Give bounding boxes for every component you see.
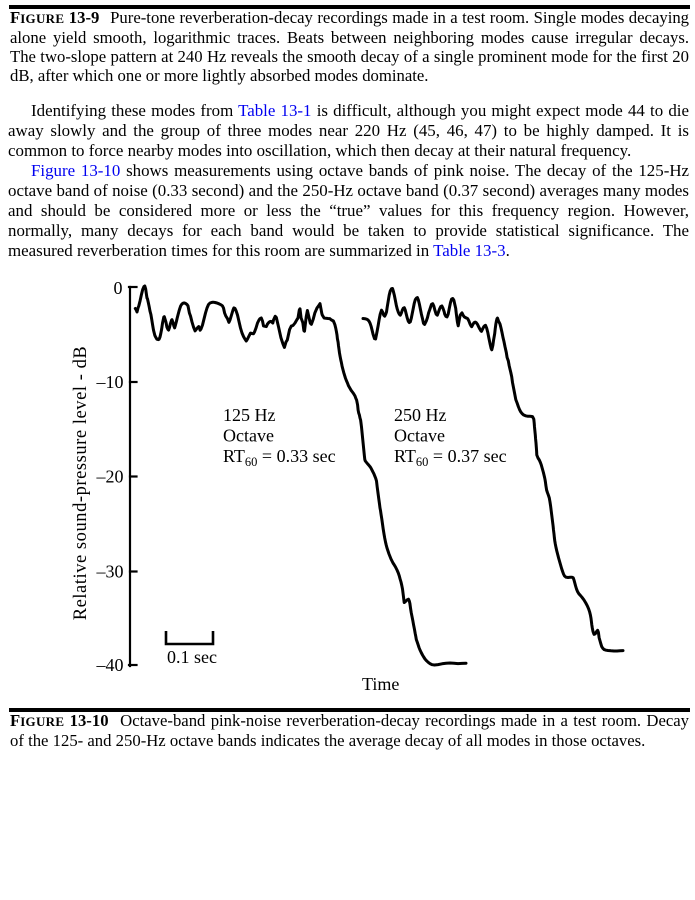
svg-text:RT60 = 0.33 sec: RT60 = 0.33 sec <box>223 446 336 469</box>
svg-text:RT60 = 0.37 sec: RT60 = 0.37 sec <box>394 446 507 469</box>
svg-text:–30: –30 <box>96 562 124 582</box>
svg-text:Relative sound-pressure level: Relative sound-pressure level - dB <box>71 346 91 621</box>
svg-text:–40: –40 <box>96 655 124 675</box>
svg-text:Time: Time <box>362 674 399 694</box>
svg-text:Octave: Octave <box>223 426 274 446</box>
svg-text:–20: –20 <box>96 467 124 487</box>
svg-text:0.1 sec: 0.1 sec <box>167 647 217 667</box>
svg-text:–10: –10 <box>96 372 124 392</box>
svg-text:Octave: Octave <box>394 426 445 446</box>
svg-text:125 Hz: 125 Hz <box>223 405 276 425</box>
svg-text:0: 0 <box>114 278 123 298</box>
svg-text:250 Hz: 250 Hz <box>394 405 447 425</box>
